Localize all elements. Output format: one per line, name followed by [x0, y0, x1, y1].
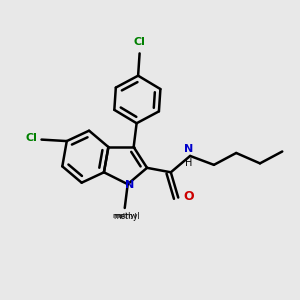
Text: N: N — [124, 180, 134, 190]
Text: Cl: Cl — [25, 133, 37, 143]
Text: O: O — [184, 190, 194, 202]
Text: Cl: Cl — [134, 38, 146, 47]
Text: methyl: methyl — [112, 213, 137, 219]
Text: methyl: methyl — [113, 212, 140, 221]
Text: N: N — [184, 144, 193, 154]
Text: H: H — [185, 158, 192, 168]
